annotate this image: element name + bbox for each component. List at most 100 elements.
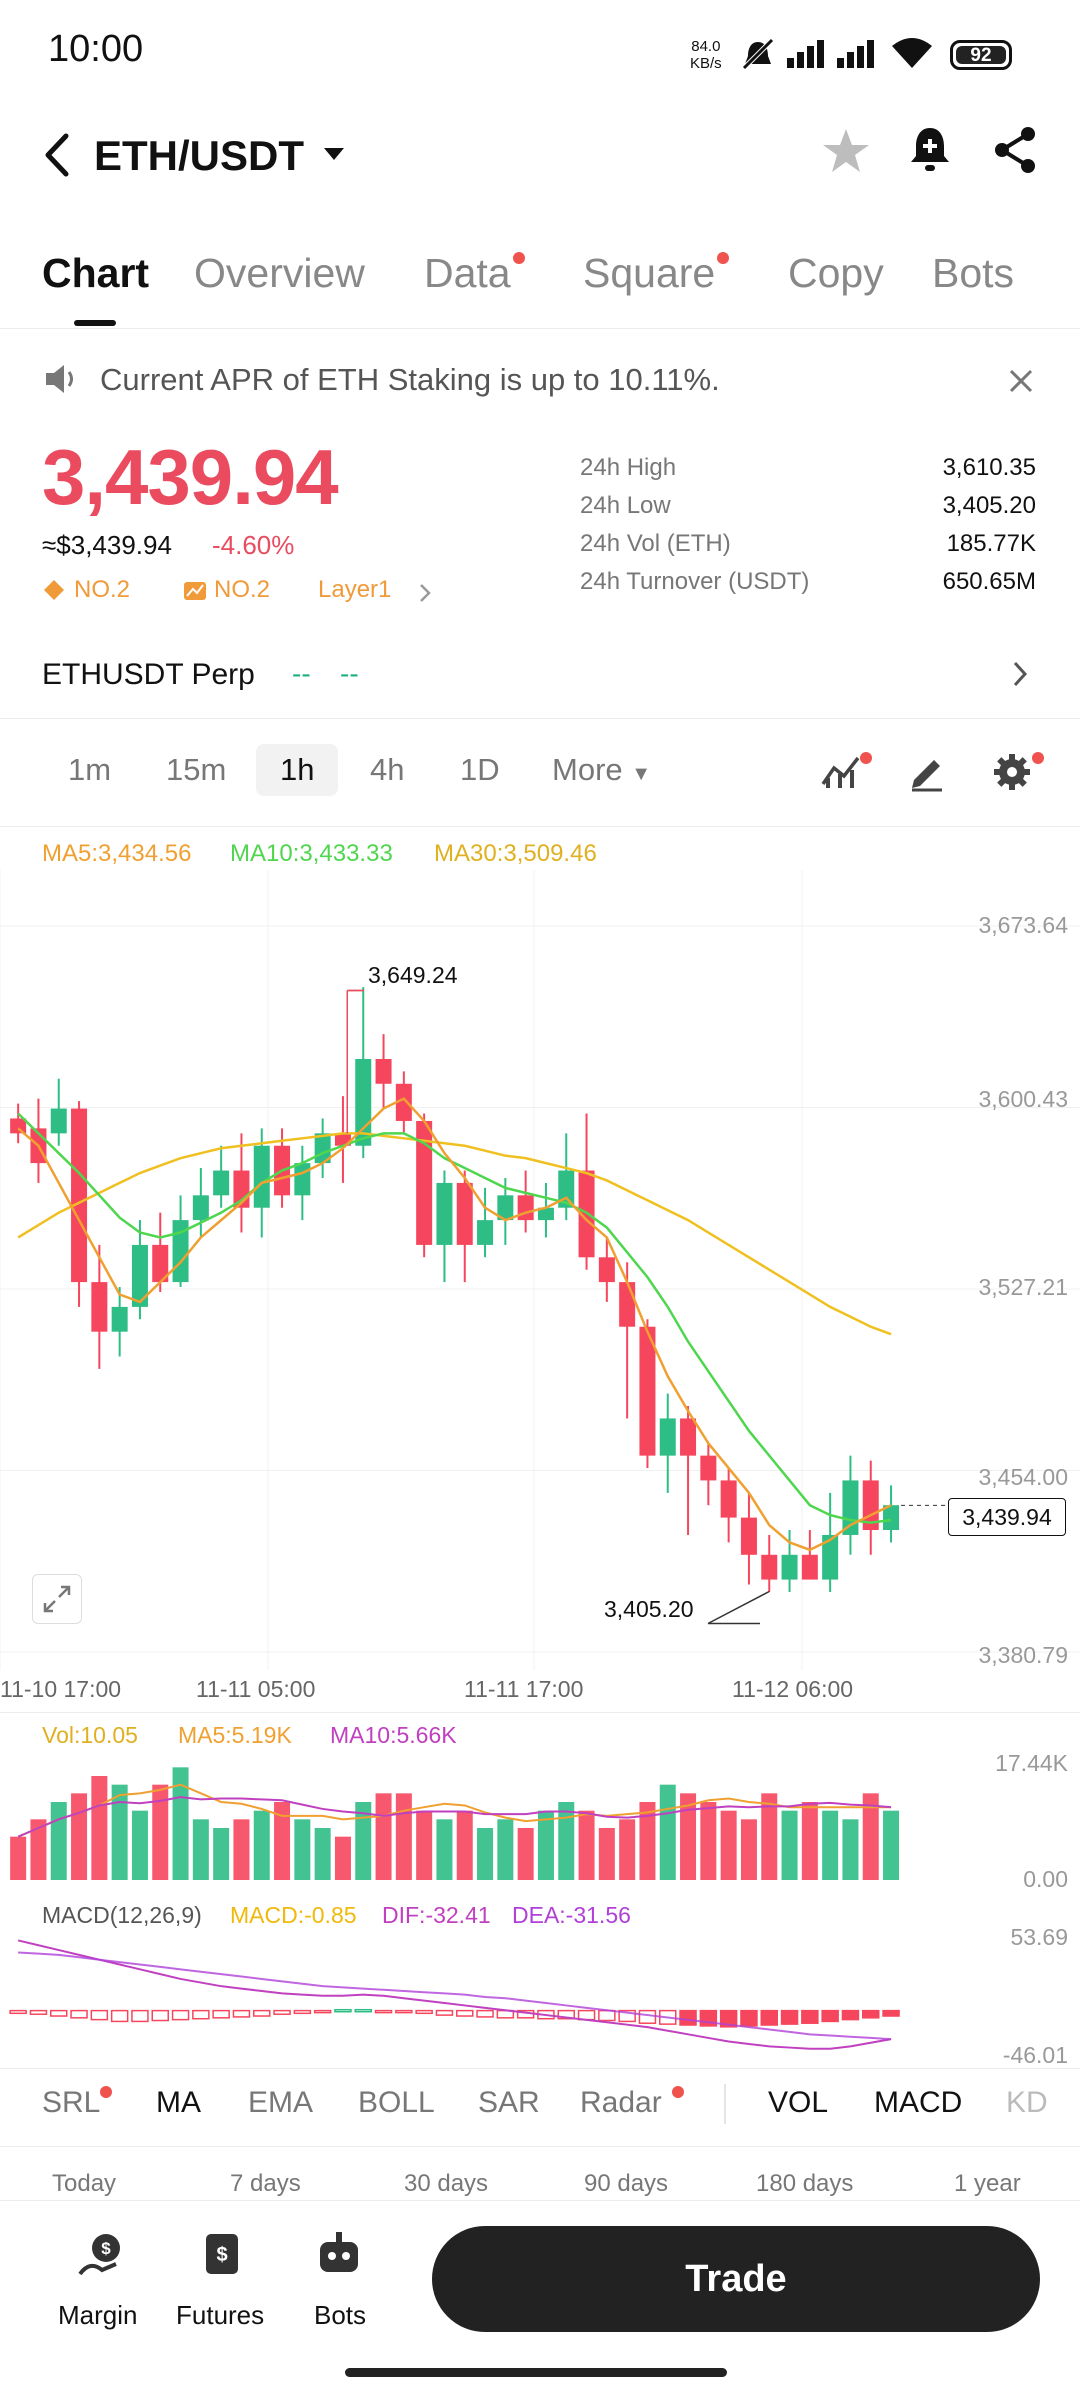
status-bar: 10:00 84.0 KB/s 92: [0, 0, 1080, 100]
tab-copy[interactable]: Copy: [788, 250, 884, 296]
volume-bar: [131, 1810, 148, 1880]
indicator-boll[interactable]: BOLL: [358, 2086, 435, 2119]
volume-bar: [477, 1828, 494, 1880]
star-icon[interactable]: [820, 126, 872, 176]
divider: [0, 328, 1080, 329]
ma10-legend: MA10:3,433.33: [230, 840, 393, 867]
layer-tag[interactable]: Layer1: [318, 576, 392, 603]
timeframe-1d[interactable]: 1D: [460, 752, 500, 787]
range-30d[interactable]: 30 days: [404, 2170, 489, 2197]
macd-hist-bar: [9, 2009, 27, 2015]
macd-hist-bar: [70, 2009, 88, 2019]
close-icon[interactable]: [1008, 368, 1034, 394]
macd-hist-bar: [760, 2009, 778, 2026]
divider: [724, 2084, 726, 2124]
back-icon[interactable]: [42, 132, 72, 178]
macd-hist-bar: [171, 2009, 190, 2021]
divider: [0, 826, 1080, 827]
tab-chart[interactable]: Chart: [42, 250, 150, 296]
timeframe-1m[interactable]: 1m: [68, 752, 112, 787]
timeframe-15m[interactable]: 15m: [166, 752, 227, 787]
rank-badge-1[interactable]: NO.2: [74, 576, 131, 603]
price-change: -4.60%: [212, 530, 295, 560]
macd-hist-bar: [253, 2009, 271, 2017]
nav-futures[interactable]: $ Futures: [164, 2228, 284, 2338]
divider: [0, 2200, 1080, 2201]
range-7d[interactable]: 7 days: [230, 2170, 301, 2197]
vol-min-label: 0.00: [1023, 1866, 1068, 1892]
indicator-macd[interactable]: MACD: [874, 2086, 963, 2119]
pair-title[interactable]: ETH/USDT: [94, 132, 304, 179]
notice-banner[interactable]: Current APR of ETH Staking is up to 10.1…: [0, 340, 1080, 420]
tab-square[interactable]: Square: [583, 250, 730, 297]
srl-dot: [100, 2086, 112, 2098]
macd-hist-bar: [29, 2009, 48, 2015]
tab-square-dot: [717, 252, 730, 264]
status-time: 10:00: [48, 28, 144, 70]
indicator-srl[interactable]: SRL: [42, 2086, 101, 2119]
tab-bots[interactable]: Bots: [932, 250, 1015, 296]
expand-button[interactable]: [32, 1574, 82, 1624]
caret-down-icon[interactable]: [322, 146, 346, 162]
timeframe-4h[interactable]: 4h: [370, 752, 405, 787]
indicator-ema[interactable]: EMA: [248, 2086, 314, 2119]
macd-hist-bar: [110, 2009, 129, 2023]
chevron-right-icon[interactable]: [1012, 660, 1028, 688]
macd-hist-bar: [273, 2009, 291, 2015]
range-90d[interactable]: 90 days: [584, 2170, 669, 2197]
trade-button[interactable]: Trade: [432, 2226, 1040, 2332]
candle-body: [71, 1108, 88, 1283]
volume-bar: [822, 1810, 839, 1880]
stat-value: 650.65M: [942, 568, 1036, 595]
indicator-sar[interactable]: SAR: [478, 2086, 540, 2119]
bot-icon: [320, 2232, 358, 2272]
range-1y[interactable]: 1 year: [954, 2170, 1021, 2197]
tab-data[interactable]: Data: [424, 250, 525, 297]
nav-bots[interactable]: Bots: [292, 2228, 392, 2338]
volume-bar: [700, 1802, 717, 1880]
macd-hist-bar: [334, 2008, 352, 2013]
macd-hist-bar: [50, 2009, 68, 2017]
alert-bell-icon[interactable]: [908, 124, 952, 176]
volume-bar: [558, 1802, 575, 1880]
volume-bar: [456, 1810, 473, 1880]
timeframe-1h[interactable]: 1h: [256, 744, 339, 796]
vol-legend: Vol:10.05: [42, 1722, 138, 1748]
macd-chart: [9, 1939, 900, 2050]
range-180d[interactable]: 180 days: [756, 2170, 854, 2197]
indicator-dot: [860, 752, 872, 764]
macd-hist-bar: [841, 2009, 860, 2021]
stat-label: 24h Turnover (USDT): [580, 568, 810, 595]
indicator-radar[interactable]: Radar: [580, 2086, 662, 2119]
candlestick-chart[interactable]: [0, 870, 1080, 1670]
perp-label[interactable]: ETHUSDT Perp: [42, 658, 255, 691]
candle-body: [436, 1182, 453, 1245]
indicator-vol[interactable]: VOL: [768, 2086, 829, 2119]
macd-hist-bar: [212, 2009, 230, 2019]
stat-label: 24h High: [580, 454, 677, 481]
tab-data-dot: [512, 252, 525, 264]
indicator-icon[interactable]: [820, 750, 864, 790]
rank-badge-2[interactable]: NO.2: [214, 576, 271, 603]
settings-dot: [1032, 752, 1044, 764]
net-speed: 84.0 KB/s: [690, 38, 722, 72]
share-icon[interactable]: [992, 126, 1038, 174]
nav-margin[interactable]: $ Margin: [40, 2228, 160, 2338]
notice-text: Current APR of ETH Staking is up to 10.1…: [100, 362, 720, 397]
volume-bar: [395, 1793, 412, 1880]
y-axis-label: 3,673.64: [978, 912, 1068, 938]
draw-pen-icon[interactable]: [906, 752, 946, 792]
speaker-icon: [46, 365, 73, 393]
volume-ma5-line: [17, 1783, 892, 1838]
indicator-kd[interactable]: KD: [1006, 2086, 1048, 2119]
settings-gear-icon[interactable]: [992, 752, 1032, 792]
timeframe-more[interactable]: More ▼: [552, 752, 652, 787]
candle-body: [781, 1554, 798, 1580]
volume-bar: [416, 1810, 433, 1880]
tab-overview[interactable]: Overview: [194, 250, 365, 296]
indicator-ma[interactable]: MA: [156, 2086, 201, 2119]
nav-bots-label: Bots: [314, 2300, 367, 2330]
x-axis-label: 11-12 06:00: [732, 1676, 854, 1702]
chevron-right-icon[interactable]: [418, 582, 432, 604]
range-today[interactable]: Today: [52, 2170, 117, 2197]
